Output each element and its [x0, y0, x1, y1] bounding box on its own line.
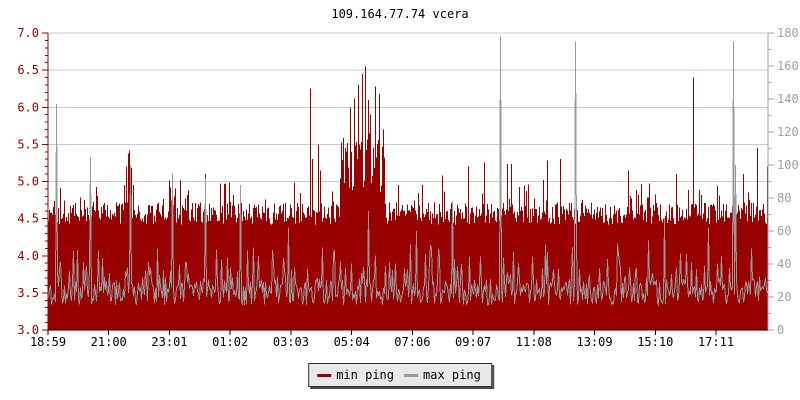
right-axis-label: 20 — [777, 290, 791, 304]
right-axis-label: 140 — [777, 92, 799, 106]
left-axis-label: 4.5 — [17, 212, 39, 226]
left-axis-label: 6.5 — [17, 63, 39, 77]
right-axis-label: 120 — [777, 125, 799, 139]
left-axis-label: 3.0 — [17, 323, 39, 337]
right-axis-label: 60 — [777, 224, 791, 238]
max-ping-label: max ping — [423, 368, 481, 382]
min-ping-swatch — [317, 373, 332, 377]
x-axis-label: 21:00 — [91, 335, 127, 349]
x-axis-label: 23:01 — [151, 335, 187, 349]
left-axis-label: 7.0 — [17, 26, 39, 40]
x-axis-label: 05:04 — [334, 335, 370, 349]
right-axis-label: 180 — [777, 26, 799, 40]
x-axis-label: 01:02 — [212, 335, 248, 349]
x-axis-label: 03:03 — [273, 335, 309, 349]
x-axis-label: 11:08 — [516, 335, 552, 349]
right-axis-label: 80 — [777, 191, 791, 205]
min-ping-label: min ping — [336, 368, 394, 382]
right-axis-label: 0 — [777, 323, 784, 337]
left-axis-label: 5.5 — [17, 137, 39, 151]
x-axis-label: 15:10 — [637, 335, 673, 349]
left-axis-label: 5.0 — [17, 175, 39, 189]
right-axis-label: 40 — [777, 257, 791, 271]
x-axis-label: 17:11 — [698, 335, 734, 349]
right-axis-label: 100 — [777, 158, 799, 172]
legend: min ping max ping — [308, 363, 492, 387]
left-axis-label: 4.0 — [17, 249, 39, 263]
right-axis-label: 160 — [777, 59, 799, 73]
x-axis-label: 09:07 — [455, 335, 491, 349]
left-axis-label: 3.5 — [17, 286, 39, 300]
max-ping-swatch — [404, 373, 418, 377]
x-axis-label: 07:06 — [394, 335, 430, 349]
left-axis-label: 6.0 — [17, 100, 39, 114]
x-axis-label: 18:59 — [30, 335, 66, 349]
max-ping-line — [48, 36, 768, 307]
x-axis-label: 13:09 — [576, 335, 612, 349]
chart-title: 109.164.77.74 vcera — [331, 7, 469, 21]
